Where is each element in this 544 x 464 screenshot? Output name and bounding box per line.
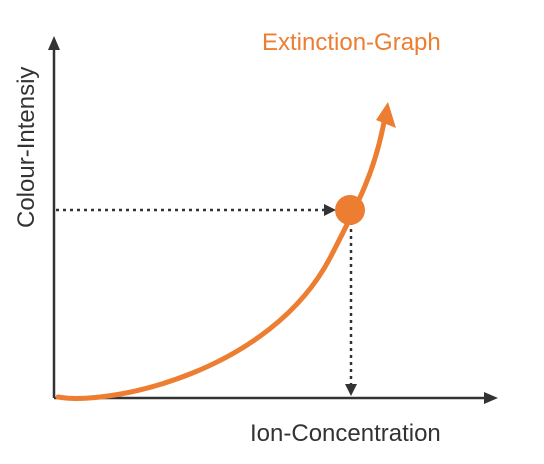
horizontal-guide-arrowhead (324, 204, 336, 216)
y-axis-arrowhead (48, 36, 60, 50)
x-axis-arrowhead (484, 392, 498, 404)
extinction-curve-arrowhead (376, 102, 396, 128)
measurement-point (335, 195, 365, 225)
x-axis-label: Ion-Concentration (250, 420, 441, 447)
extinction-curve (55, 119, 387, 401)
graph-title: Extinction-Graph (262, 29, 441, 56)
vertical-guide-arrowhead (345, 384, 357, 396)
y-axis-label: Colour-Intensiy (13, 67, 40, 228)
